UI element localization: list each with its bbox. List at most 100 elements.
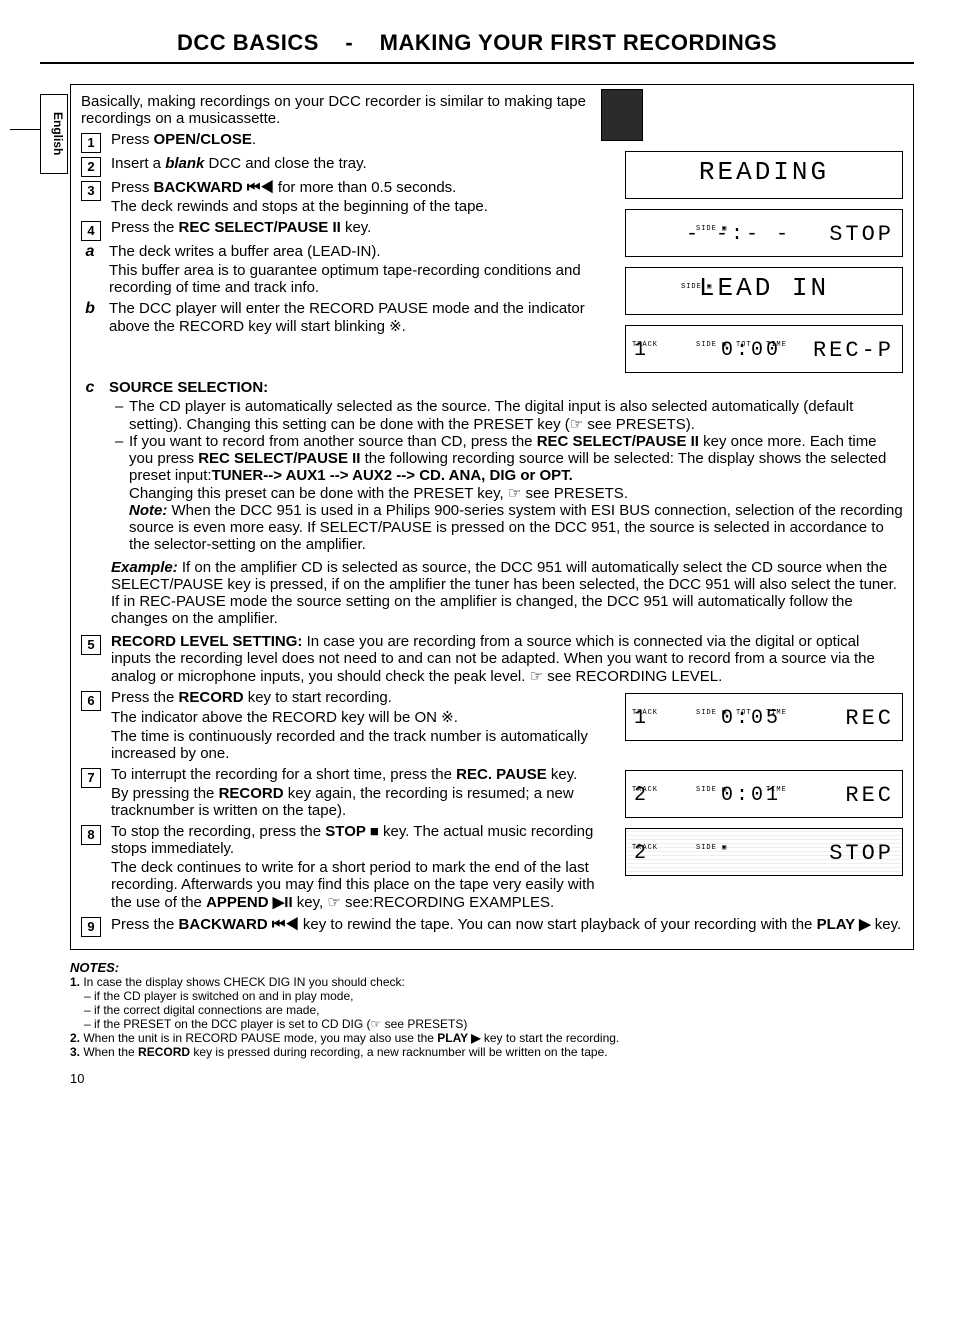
step-2-text: Insert a [111,155,165,172]
step-3-number: 3 [81,181,101,201]
step-4c: c SOURCE SELECTION: – The CD player is a… [81,379,903,553]
step-4c-letter: c [81,379,99,397]
step-6-number: 6 [81,691,101,711]
lcd-stop: SIDE ▣ - -:- - STOP [625,209,903,257]
step-4-number: 4 [81,221,101,241]
lcd-recp-mode: REC-P [813,334,894,368]
b2-pre: If you want to record from another sourc… [129,433,537,450]
s7-l1-post: key. [547,766,578,783]
lcd-stop2-mode: STOP [829,837,894,871]
page-number: 10 [70,1071,914,1086]
s7-l2-b: RECORD [219,785,284,802]
step-5-number: 5 [81,635,101,655]
title-left: DCC BASICS [177,30,319,55]
s9-pre: Press the [111,916,179,933]
example-para: Example: If on the amplifier CD is selec… [111,559,903,627]
step-4c-head: SOURCE SELECTION: [109,379,268,396]
step-4a-l2: This buffer area is to guarantee optimum… [109,262,615,296]
n3b: 3. [70,1045,80,1059]
lang-connector-line [10,129,40,130]
step-4-text: Press the [111,219,179,236]
step-4b: b The DCC player will enter the RECORD P… [81,300,615,337]
step-9: 9 Press the BACKWARD ⏮◀ key to rewind th… [81,915,903,937]
n3key: RECORD [138,1045,190,1059]
step-4b-letter: b [81,300,99,318]
step-5: 5 RECORD LEVEL SETTING: In case you are … [81,633,903,687]
step-1-after: . [252,131,256,148]
lcd-rec-mode: REC [845,702,894,736]
lcd-rec-time: 0:05 [721,702,781,736]
n1a: – if the CD player is switched on and in… [84,989,914,1003]
lcd-rec-track: 1 [634,702,649,736]
s8-l1-b: STOP ■ [325,823,379,840]
s6-l1-pre: Press the [111,689,179,706]
s6-l2: The indicator above the RECORD key will … [111,708,615,726]
step-4: 4 Press the REC SELECT/PAUSE II key. [81,219,615,241]
title-right: MAKING YOUR FIRST RECORDINGS [380,30,777,55]
title-rule [40,62,914,64]
lcd-reading: READING [625,151,903,199]
s9-b1: BACKWARD ⏮◀ [179,916,299,933]
s7-l2-pre: By pressing the [111,785,219,802]
step-4a: a The deck writes a buffer area (LEAD-IN… [81,243,615,298]
lcd-rec2-time: 0:01 [721,779,781,813]
step-1-text: Press [111,131,154,148]
notes-heading: NOTES: [70,960,914,975]
page-title: DCC BASICS - MAKING YOUR FIRST RECORDING… [40,30,914,56]
n2pre: When the unit is in RECORD PAUSE mode, y… [80,1031,437,1045]
step-4-after: key. [341,219,372,236]
b2-note: When the DCC 951 is used in a Philips 90… [129,502,903,553]
lcd-rec-pause: TRACK SIDE ▣ TOT TIME 1 0:00 REC-P [625,325,903,373]
n2b: 2. [70,1031,80,1045]
language-tab: English [40,94,68,174]
lcd-rec2-mode: REC [845,779,894,813]
lcd-leadin-text: LEAD IN [699,273,829,303]
lcd-reading-text: READING [699,157,829,187]
s8-l2-post: key, ☞ see:RECORDING EXAMPLES. [293,894,555,911]
n3post: key is pressed during recording, a new r… [190,1045,608,1059]
lcd-recp-track: 1 [634,334,649,368]
n1: In case the display shows CHECK DIG IN y… [80,975,405,989]
bullet-dash-2-icon: – [115,433,129,553]
content-box: READING Basically, making recordings on … [70,84,914,950]
title-sep: - [345,30,353,55]
lcd-recp-time: 0:00 [721,334,781,368]
s9-b2: PLAY ▶ [817,916,871,933]
lcd-stop-mode: STOP [829,218,894,252]
step-2-blank: blank [165,155,204,172]
step-5-b: RECORD LEVEL SETTING: [111,633,302,650]
step-9-number: 9 [81,917,101,937]
step-1-key: OPEN/CLOSE [154,131,252,148]
lcd-rec2-track: 2 [634,779,649,813]
b2-k2: REC SELECT/PAUSE II [198,450,360,467]
example-b: Example: [111,559,178,576]
step-4b-l1: The DCC player will enter the RECORD PAU… [109,300,615,335]
s8-l2-b: APPEND ▶II [206,894,293,911]
step-1: 1 Press OPEN/CLOSE. [81,131,593,153]
lcd-leadin: SIDE ▣ LEAD IN [625,267,903,315]
lcd-stop2: TRACK SIDE ▣ 2 STOP [625,828,903,876]
s7-l1-pre: To interrupt the recording for a short t… [111,766,456,783]
step-3-l1-post: for more than 0.5 seconds. [274,179,457,196]
n2key: PLAY ▶ [437,1031,480,1045]
s7-l1-b: REC. PAUSE [456,766,547,783]
lcd-stop-time: - -:- - [686,218,791,252]
step-3-l2: The deck rewinds and stops at the beginn… [111,198,615,215]
s9-post: key. [871,916,902,933]
step-2-number: 2 [81,157,101,177]
step-7: 7 To interrupt the recording for a short… [81,766,615,821]
intro-text: Basically, making recordings on your DCC… [81,93,903,127]
b2-k3: TUNER--> AUX1 --> AUX2 --> CD. ANA, DIG … [212,467,573,484]
step-4-key: REC SELECT/PAUSE II [179,219,341,236]
s6-l1-post: key to start recording. [244,689,392,706]
step-7-number: 7 [81,768,101,788]
notes-block: 1. In case the display shows CHECK DIG I… [70,975,914,1059]
n3pre: When the [80,1045,138,1059]
step-3: 3 Press BACKWARD ⏮◀ for more than 0.5 se… [81,179,615,217]
step-8-number: 8 [81,825,101,845]
step-3-l1-pre: Press [111,179,154,196]
step-4a-letter: a [81,243,99,261]
dcc-deck-illustration [601,89,643,141]
s6-l3: The time is continuously recorded and th… [111,728,615,762]
step-1-number: 1 [81,133,101,153]
